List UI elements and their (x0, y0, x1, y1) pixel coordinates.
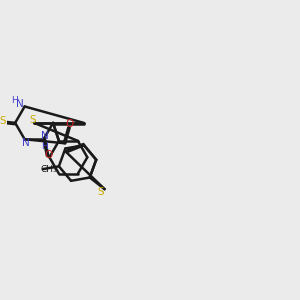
Text: S: S (97, 187, 104, 197)
Text: CH₃: CH₃ (40, 165, 57, 174)
Text: O: O (44, 149, 52, 160)
Text: N: N (22, 138, 30, 148)
Text: S: S (0, 116, 6, 126)
Text: H: H (41, 142, 48, 151)
Text: O: O (65, 119, 74, 129)
Text: H: H (11, 95, 18, 104)
Text: S: S (29, 115, 36, 125)
Text: N: N (40, 131, 48, 141)
Text: N: N (16, 98, 24, 109)
